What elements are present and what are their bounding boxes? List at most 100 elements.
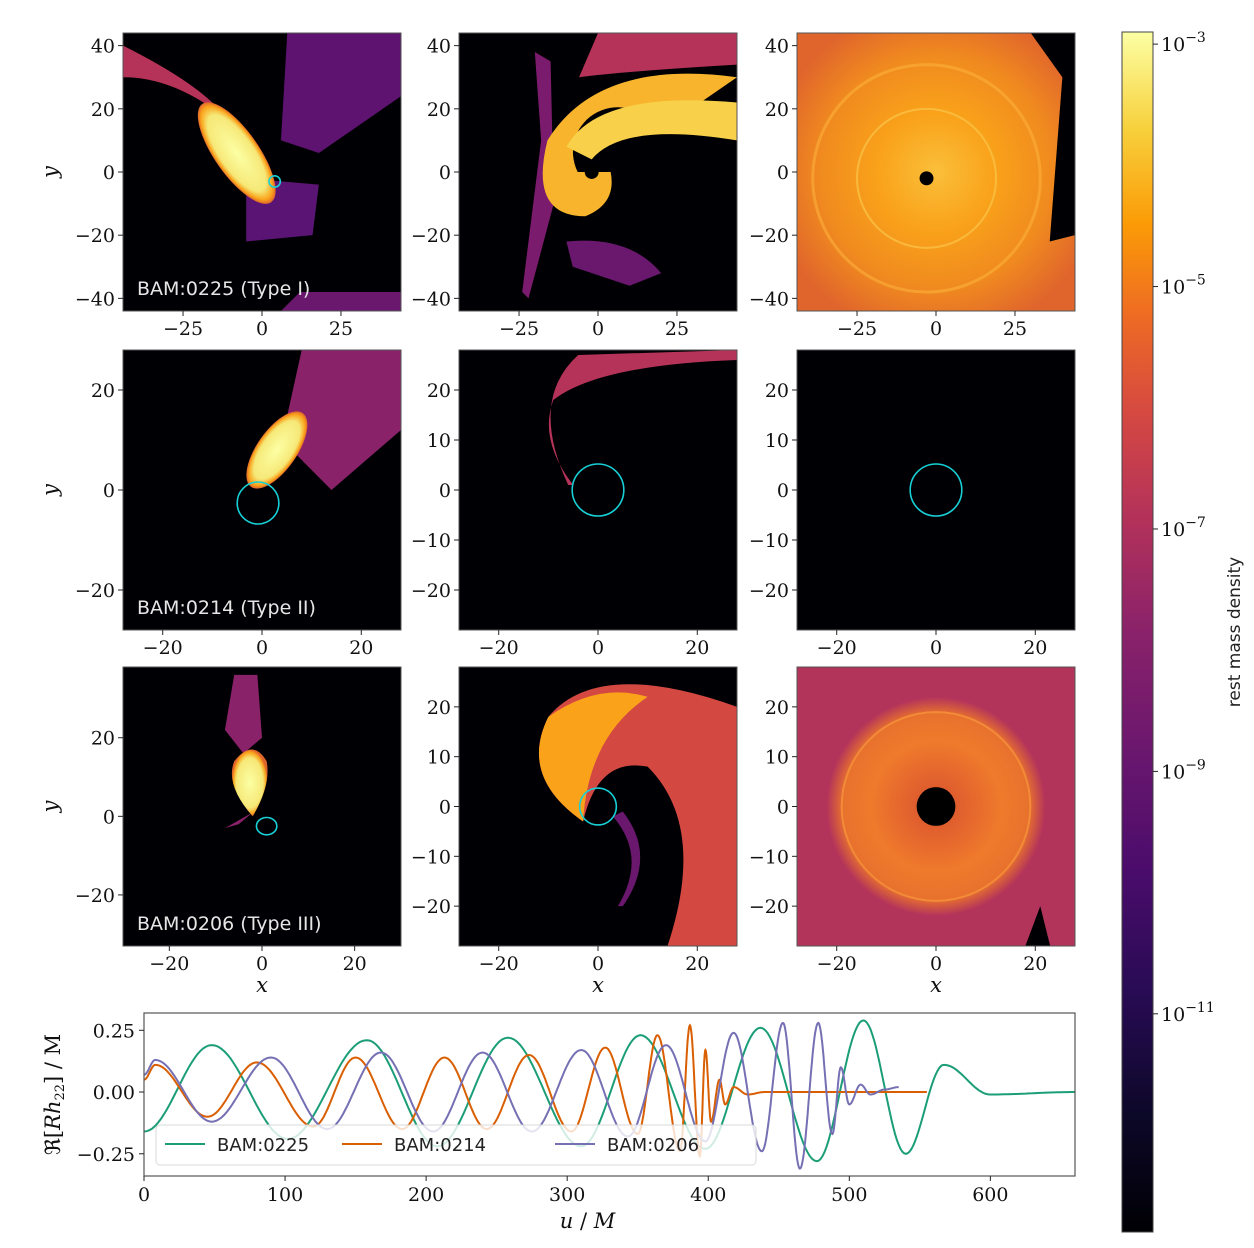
colorbar-tick-label: 10−9: [1161, 757, 1206, 783]
density-field: [538, 684, 737, 946]
horizon-ring-icon: [909, 463, 963, 517]
star-core: [246, 411, 308, 489]
x-tick-label: −20: [143, 637, 183, 659]
density-field: [123, 33, 401, 311]
density-field: [548, 350, 737, 517]
heatmap-panel: −20 0 20 20 10 0 −10 −20 x: [411, 666, 738, 997]
heatmap-panel: −25 0 25 40 20 0 −20 −40 y BAM:0225 (Type I): [38, 32, 402, 340]
y-tick-label: 20: [91, 99, 115, 121]
x-axis-label: u / M: [560, 1209, 616, 1233]
y-tick-label: 10: [427, 747, 451, 769]
y-tick-label: −20: [749, 896, 789, 918]
y-tick-label: −20: [411, 225, 451, 247]
x-tick-label: 0: [592, 318, 604, 340]
x-tick-label: 0: [138, 1184, 150, 1206]
y-tick-label: 0: [103, 162, 115, 184]
x-tick-label: 0: [930, 318, 942, 340]
y-tick-label: −10: [411, 846, 451, 868]
x-tick-label: −20: [479, 953, 519, 975]
colorbar-label: rest mass density: [1225, 557, 1245, 707]
x-tick-label: 25: [329, 318, 353, 340]
legend-entry: BAM:0225: [217, 1135, 309, 1156]
density-field: [224, 674, 278, 836]
panel-label: BAM:0214 (Type II): [137, 597, 316, 619]
x-tick-label: 100: [267, 1184, 303, 1206]
y-tick-label: 0: [777, 162, 789, 184]
x-tick-label: −25: [837, 318, 877, 340]
y-tick-label: −20: [411, 580, 451, 602]
x-tick-label: 200: [408, 1184, 444, 1206]
colorbar-tick-label: 10−7: [1161, 515, 1206, 541]
y-tick-label: −20: [75, 225, 115, 247]
panel-background: [797, 350, 1075, 630]
panel-background: [123, 667, 401, 946]
x-tick-label: 0: [256, 637, 268, 659]
y-tick-label: −10: [411, 530, 451, 552]
heatmap-panel: −20 0 20 20 10 0 −10 −20: [749, 349, 1076, 659]
y-tick-label: −40: [749, 288, 789, 310]
y-tick-label: −20: [749, 580, 789, 602]
x-tick-label: −25: [499, 318, 539, 340]
y-tick-label: 20: [765, 380, 789, 402]
heatmap-panel: −20 0 20 20 10 0 −10 −20 x: [749, 666, 1076, 997]
heatmap-panel: −20 0 20 20 0 −20 y BAM:0214 (Type II): [38, 349, 402, 659]
panel-background: [459, 350, 737, 630]
legend-entry: BAM:0206: [607, 1135, 699, 1156]
y-tick-label: 20: [91, 728, 115, 750]
accretion-disk: [797, 33, 1075, 311]
density-field: [236, 350, 401, 525]
x-tick-label: 0: [256, 318, 268, 340]
y-tick-label: 0.00: [93, 1082, 135, 1104]
heatmap-panel: −20 0 20 20 0 −20 y x BAM:0206 (Type III): [38, 666, 402, 997]
y-tick-label: −40: [411, 288, 451, 310]
y-tick-label: −10: [749, 846, 789, 868]
colorbar-tick-label: 10−3: [1161, 30, 1206, 56]
horizon-ring-icon: [236, 481, 280, 525]
x-tick-label: −20: [817, 637, 857, 659]
y-axis-label: y: [38, 483, 62, 497]
x-axis-label: x: [592, 973, 604, 997]
y-tick-label: 20: [765, 99, 789, 121]
y-axis-label: y: [38, 165, 62, 179]
heatmap-panel: −25 0 25 40 20 0 −20 −40: [749, 32, 1076, 340]
x-tick-label: 20: [685, 637, 709, 659]
horizon-ring-icon: [268, 174, 282, 188]
density-field: [797, 33, 1075, 311]
x-tick-label: 25: [1003, 318, 1027, 340]
panel-label: BAM:0206 (Type III): [137, 913, 322, 935]
y-tick-label: −20: [75, 580, 115, 602]
legend-entry: BAM:0214: [394, 1135, 486, 1156]
waveform-frame: [143, 1012, 1076, 1177]
x-axis-label: x: [256, 973, 268, 997]
x-tick-label: −20: [817, 953, 857, 975]
star-core: [197, 102, 276, 204]
legend: [155, 1124, 757, 1166]
panel-label: BAM:0225 (Type I): [137, 278, 310, 300]
density-field: [909, 463, 963, 517]
x-tick-label: 600: [972, 1184, 1008, 1206]
y-tick-label: 20: [427, 380, 451, 402]
heatmap-panel: −20 0 20 20 10 0 −10 −20: [411, 349, 738, 659]
y-tick-label: 20: [91, 380, 115, 402]
y-tick-label: −10: [749, 530, 789, 552]
x-tick-label: −25: [163, 318, 203, 340]
tail-stream: [123, 45, 237, 128]
y-tick-label: 40: [427, 36, 451, 58]
density-field: [522, 33, 737, 299]
horizon-ring-icon: [255, 816, 278, 836]
y-axis-label: ℜ[Rh22] / M: [41, 1034, 68, 1155]
ejecta-region: [281, 350, 401, 490]
x-tick-label: 20: [343, 953, 367, 975]
x-tick-label: 0: [256, 953, 268, 975]
x-tick-label: 300: [549, 1184, 585, 1206]
heatmap-panel: −25 0 25 40 20 0 −20 −40: [411, 32, 738, 340]
star-core: [231, 749, 268, 817]
y-axis-label: y: [38, 799, 62, 813]
y-tick-label: 0: [439, 797, 451, 819]
y-tick-label: 20: [765, 697, 789, 719]
x-tick-label: 0: [592, 953, 604, 975]
series-line-bam-0225: [144, 1019, 1075, 1163]
y-tick-label: 0.25: [93, 1020, 135, 1042]
y-tick-label: 0: [777, 480, 789, 502]
horizon-ring-icon: [571, 463, 625, 517]
